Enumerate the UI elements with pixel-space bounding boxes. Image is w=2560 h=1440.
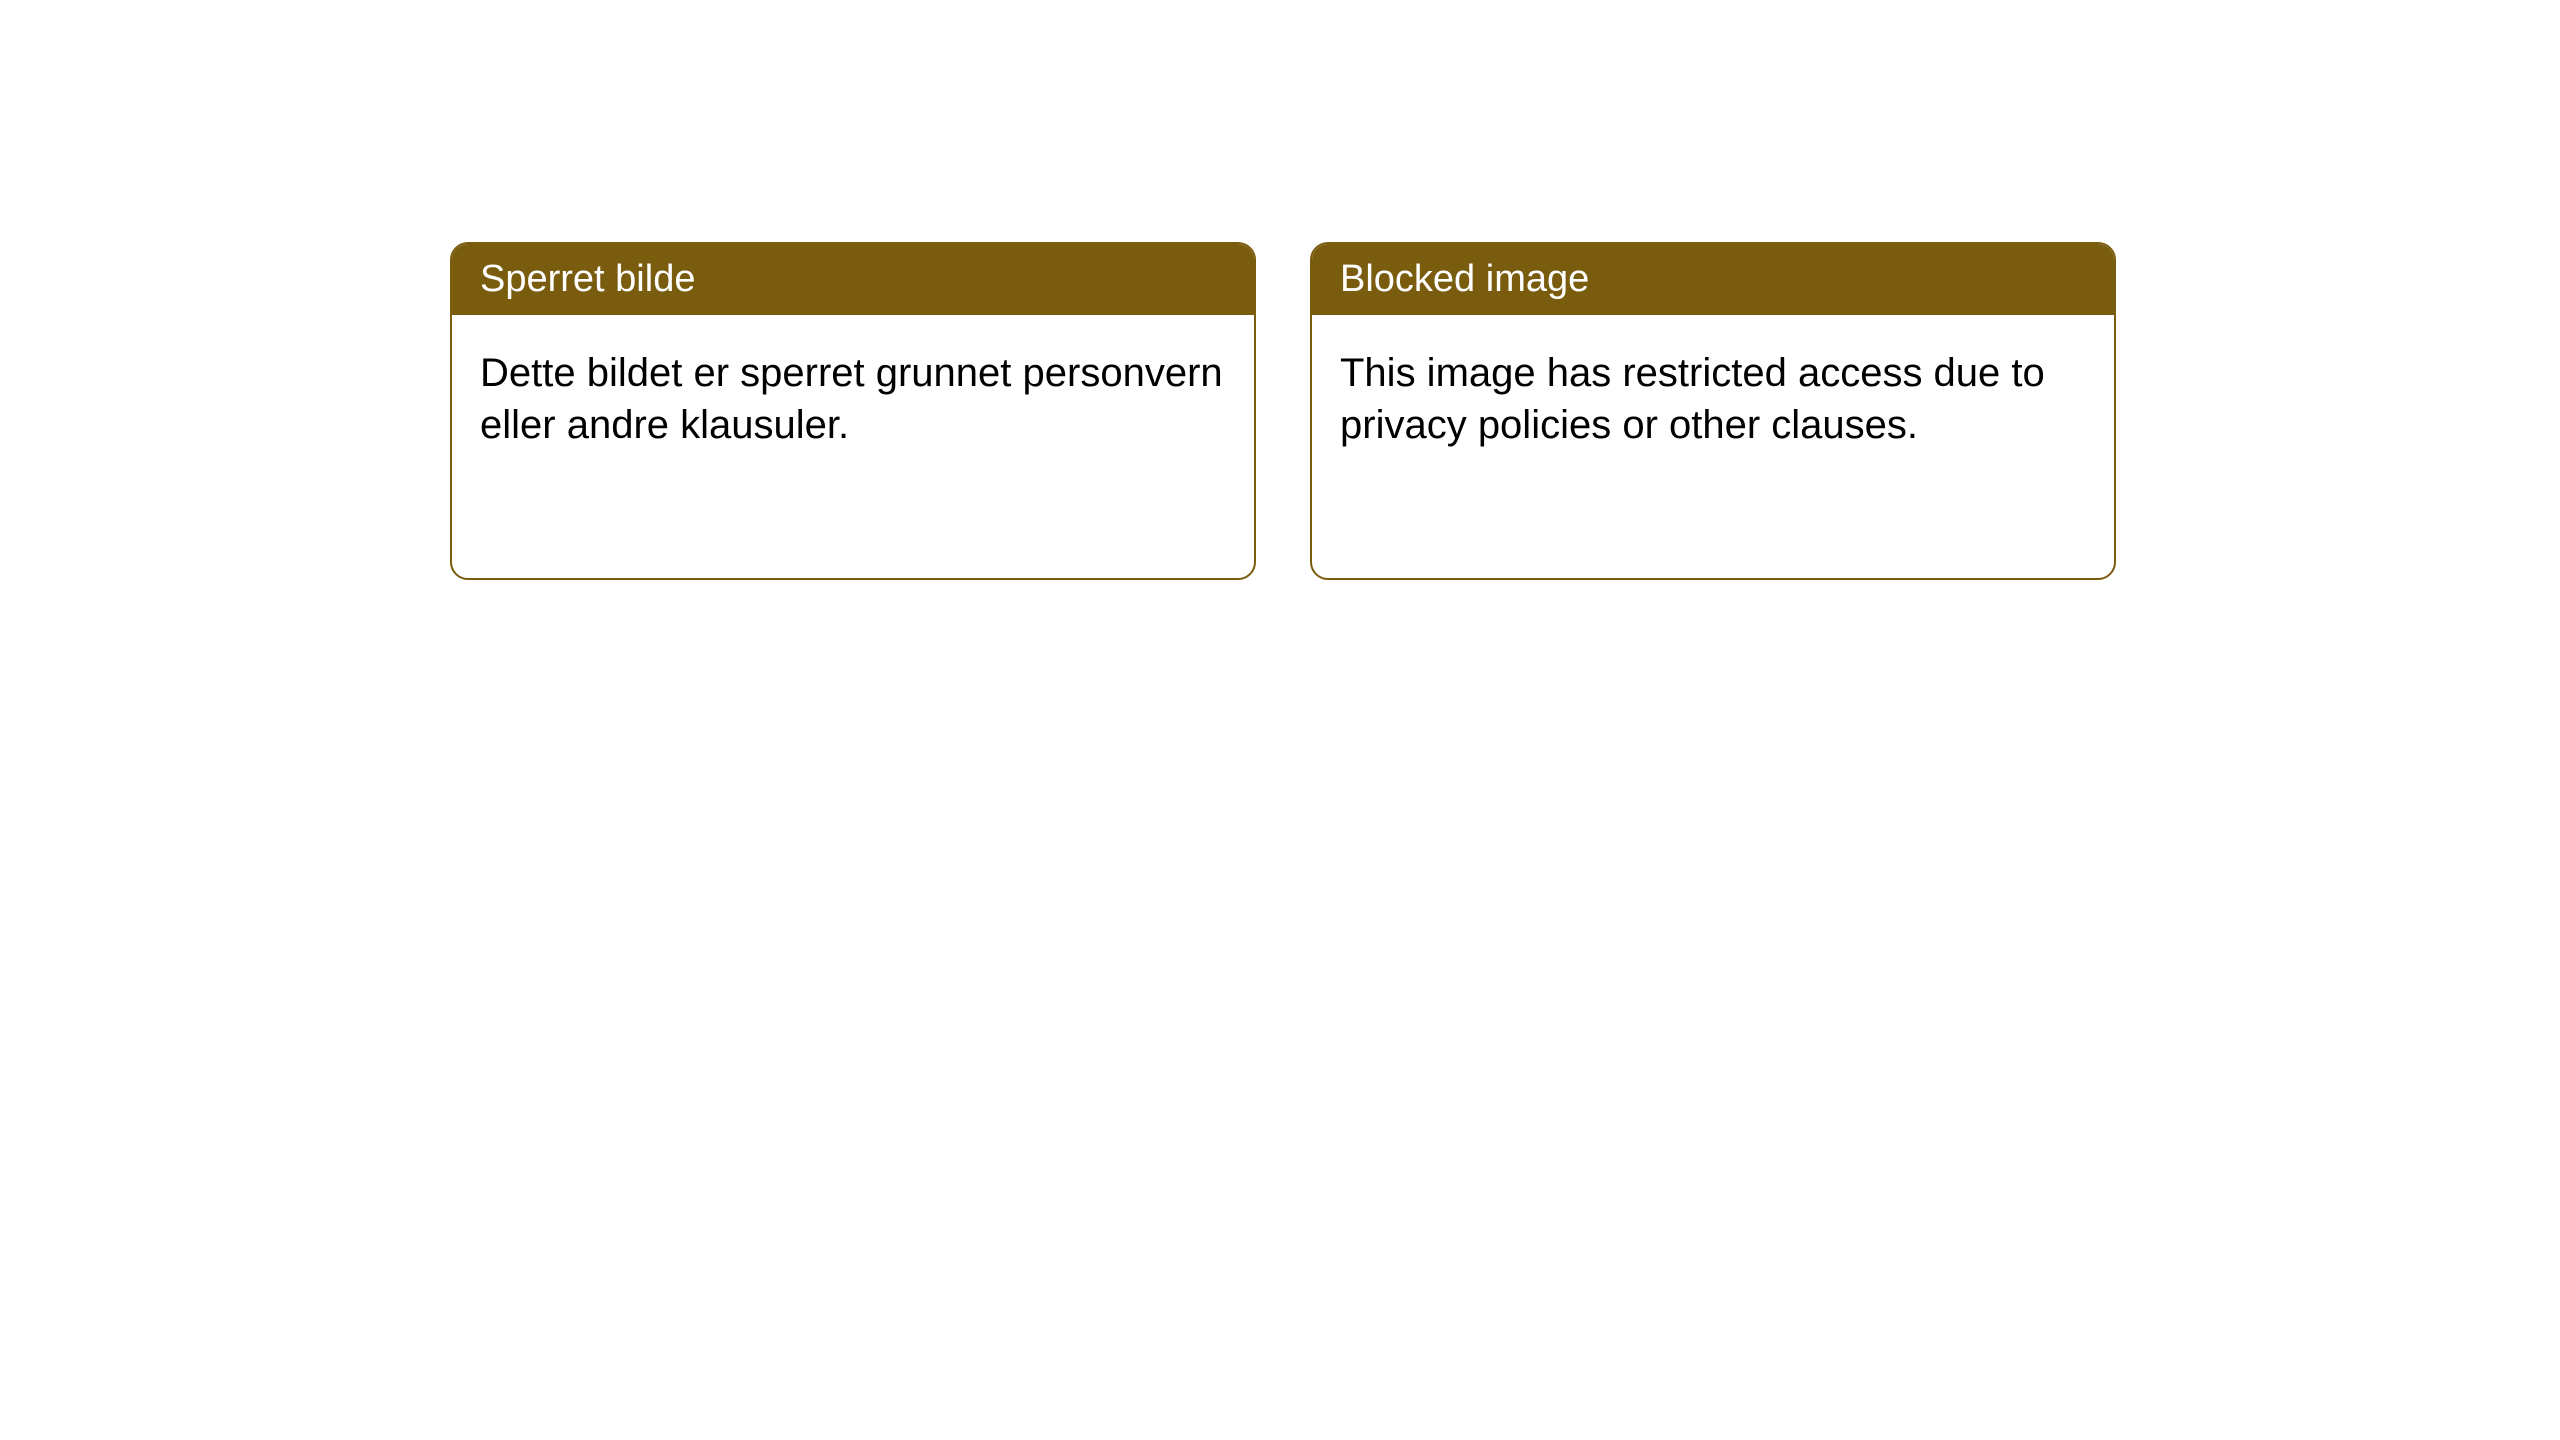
card-title: Sperret bilde: [452, 244, 1254, 315]
notice-container: Sperret bilde Dette bildet er sperret gr…: [0, 0, 2560, 580]
card-body: This image has restricted access due to …: [1312, 315, 2114, 483]
card-body: Dette bildet er sperret grunnet personve…: [452, 315, 1254, 483]
notice-card-norwegian: Sperret bilde Dette bildet er sperret gr…: [450, 242, 1256, 580]
card-title: Blocked image: [1312, 244, 2114, 315]
notice-card-english: Blocked image This image has restricted …: [1310, 242, 2116, 580]
